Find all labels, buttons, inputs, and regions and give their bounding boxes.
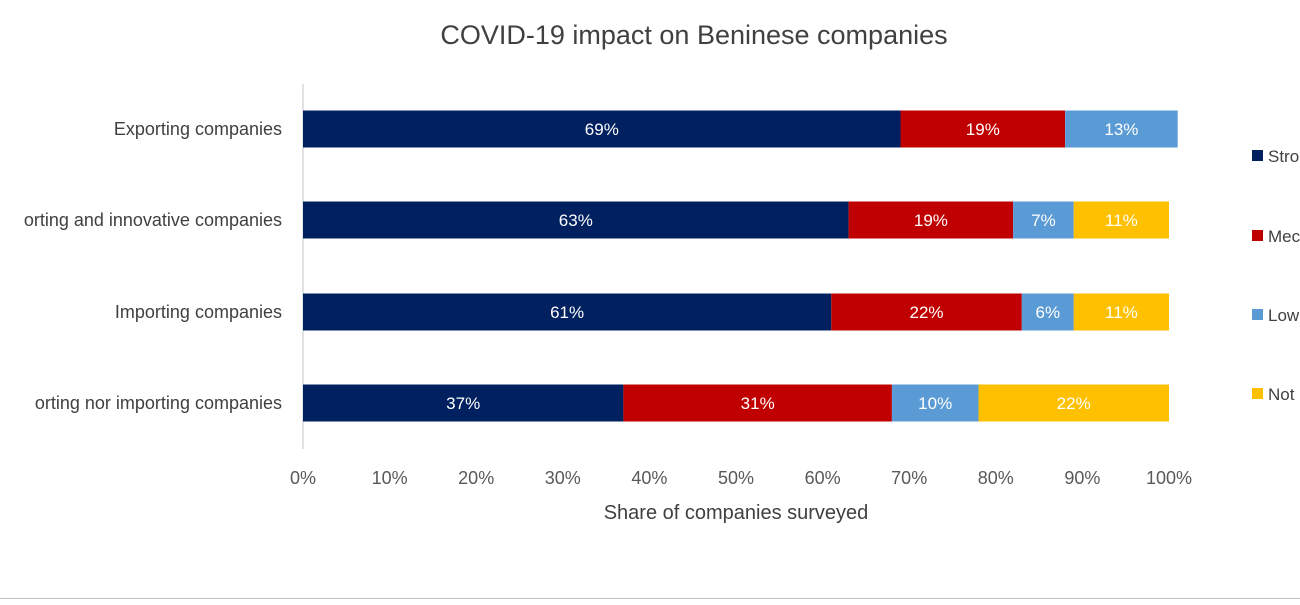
x-tick-label: 100% xyxy=(1146,468,1192,488)
x-tick-label: 20% xyxy=(458,468,494,488)
x-tick-label: 10% xyxy=(372,468,408,488)
legend-swatch xyxy=(1252,388,1263,399)
bar-segment xyxy=(1073,201,1169,239)
category-label: Importing companies xyxy=(115,302,282,322)
bar-segment xyxy=(848,201,1014,239)
x-tick-label: 90% xyxy=(1064,468,1100,488)
data-label: 31% xyxy=(741,394,775,413)
bar-segment xyxy=(831,293,1022,331)
x-axis-title: Share of companies surveyed xyxy=(604,502,869,524)
data-label: 69% xyxy=(585,120,619,139)
data-label: 10% xyxy=(918,394,952,413)
bar-segment xyxy=(1013,201,1074,239)
legend-swatch xyxy=(1252,309,1263,320)
x-tick-label: 0% xyxy=(290,468,316,488)
x-tick-label: 70% xyxy=(891,468,927,488)
bar-segment xyxy=(900,110,1065,148)
bars-group: 69% 19% 13% 63% 19% 7% 11% 61% 22% 6% 11% 37% 31% 10%… xyxy=(303,110,1178,422)
bar-segment xyxy=(303,384,624,422)
data-label: 7% xyxy=(1031,211,1056,230)
legend-label: Low xyxy=(1268,306,1300,325)
bar-segment xyxy=(623,384,892,422)
x-tick-label: 30% xyxy=(545,468,581,488)
category-label: orting and innovative companies xyxy=(24,210,282,230)
data-label: 61% xyxy=(550,303,584,322)
legend-label: Mec xyxy=(1268,227,1300,246)
bar-segment xyxy=(1021,293,1074,331)
bar-segment xyxy=(303,293,832,331)
legend-label: Not xyxy=(1268,385,1295,404)
bar-segment xyxy=(978,384,1169,422)
category-labels-group: Exporting companies orting and innovative… xyxy=(24,119,282,413)
x-tick-label: 40% xyxy=(631,468,667,488)
legend-swatch xyxy=(1252,150,1263,161)
bar-segment xyxy=(1073,293,1169,331)
legend: Stro Mec Low Not xyxy=(1252,147,1300,404)
category-label: orting nor importing companies xyxy=(35,393,282,413)
category-label: Exporting companies xyxy=(114,119,282,139)
data-label: 37% xyxy=(446,394,480,413)
legend-label: Stro xyxy=(1268,147,1299,166)
data-label: 19% xyxy=(914,211,948,230)
bar-segment xyxy=(303,110,901,148)
data-label: 11% xyxy=(1105,211,1138,230)
data-label: 19% xyxy=(966,120,1000,139)
bar-segment xyxy=(1065,110,1178,148)
x-tick-labels-group: 0% 10% 20% 30% 40% 50% 60% 70% 80% 90% 100% xyxy=(290,468,1192,488)
data-label: 11% xyxy=(1105,303,1138,322)
data-label: 22% xyxy=(1057,394,1091,413)
x-tick-label: 80% xyxy=(978,468,1014,488)
legend-swatch xyxy=(1252,230,1263,241)
bar-segment xyxy=(303,201,849,239)
chart-title: COVID-19 impact on Beninese companies xyxy=(440,20,947,50)
x-tick-label: 60% xyxy=(805,468,841,488)
data-label: 6% xyxy=(1036,303,1061,322)
data-label: 22% xyxy=(909,303,943,322)
data-label: 13% xyxy=(1104,120,1138,139)
x-tick-label: 50% xyxy=(718,468,754,488)
bar-segment xyxy=(891,384,979,422)
data-label: 63% xyxy=(559,211,593,230)
